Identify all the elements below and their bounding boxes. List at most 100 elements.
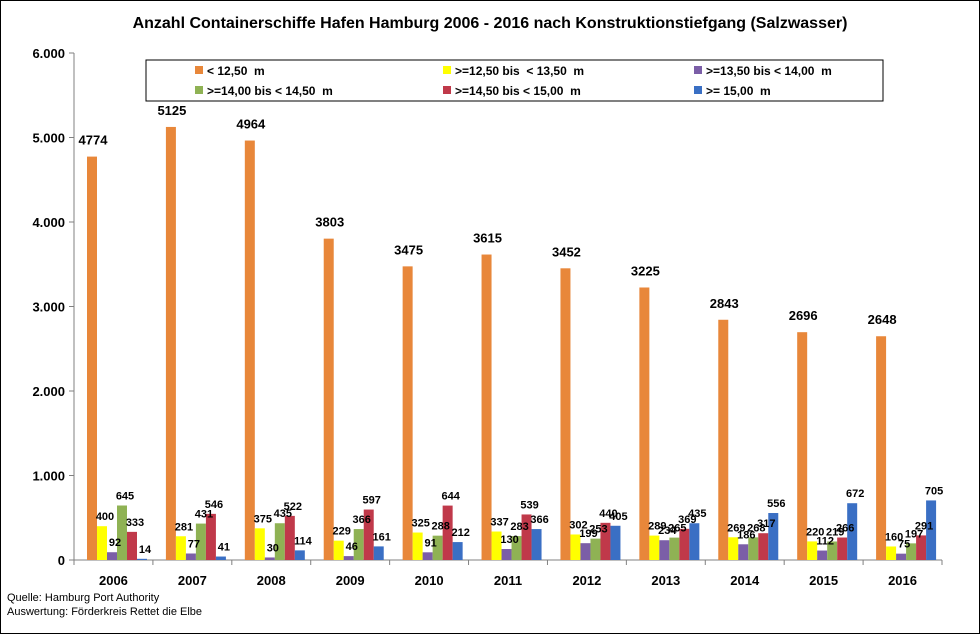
data-label: 539 [520,499,538,511]
data-label: 3803 [315,215,344,230]
bar [165,126,176,560]
bars [87,126,937,561]
data-label: 435 [274,508,292,520]
data-label: 302 [569,519,587,531]
bar [333,540,344,560]
data-label: 269 [727,522,745,534]
data-label: 3452 [552,244,581,259]
bar [639,287,650,560]
data-label: 291 [915,520,933,532]
bar [896,553,907,560]
bar [649,535,660,560]
data-label: 46 [346,541,358,553]
data-label: 77 [188,538,200,550]
bar [343,556,354,560]
data-label: 431 [195,509,213,521]
bar [422,552,433,560]
data-label: 672 [846,488,864,500]
legend-swatch [443,66,451,74]
bar [137,558,147,560]
bar [728,537,739,560]
data-label: 556 [767,498,785,510]
bar [481,254,492,560]
y-tick-label: 4.000 [32,215,65,230]
bar [353,529,364,560]
legend-label: >= 15,00 m [706,84,771,98]
bar [768,513,779,560]
data-label: 3225 [631,263,660,278]
x-tick-label: 2009 [336,573,365,588]
data-label: 289 [648,521,666,533]
bar [254,528,265,560]
bar [679,528,690,560]
data-label: 435 [688,508,706,520]
bar [560,268,571,560]
data-label: 288 [431,521,449,533]
bar [847,503,858,560]
legend-box [145,59,884,102]
data-label: 92 [109,537,121,549]
source-note: Quelle: Hamburg Port Authority Auswertun… [7,591,202,619]
bar [363,509,374,560]
data-label: 400 [96,511,114,523]
bar [916,535,927,560]
legend-swatch [195,86,203,94]
x-tick-label: 2012 [572,573,601,588]
data-label: 266 [836,523,854,535]
data-label: 369 [678,514,696,526]
data-label: 3475 [394,242,423,257]
x-tick-label: 2016 [888,573,917,588]
bar [175,536,186,560]
bar [807,541,818,560]
data-label: 281 [175,521,193,533]
data-label: 546 [205,499,223,511]
data-label: 597 [363,495,381,507]
legend-swatch [694,86,702,94]
data-label: 114 [294,535,313,547]
data-label: 2648 [868,312,897,327]
bar [876,336,887,560]
bar [926,500,937,560]
data-label: 645 [116,490,134,502]
legend: < 12,50 m >=12,50 bis < 13,50 m >=13,50 bi… [145,59,884,102]
data-label: 14 [139,544,152,556]
bar [442,505,453,560]
bar [432,535,443,560]
data-label: 219 [826,526,844,538]
bar [323,238,334,561]
data-label: 5125 [157,103,186,118]
data-label: 440 [599,508,617,520]
bar [797,332,808,560]
x-tick-label: 2010 [415,573,444,588]
legend-label: >=14,50 bis < 15,00 m [455,84,581,98]
bar [87,156,97,561]
bar [195,523,206,560]
data-label: 229 [333,526,351,538]
y-tick-label: 1.000 [32,469,65,484]
x-tick-label: 2013 [651,573,680,588]
data-label: 366 [530,514,548,526]
analysis-line: Auswertung: Förderkreis Rettet die Elbe [7,606,203,618]
bar [127,531,137,560]
x-tick-label: 2008 [257,573,286,588]
data-label: 522 [284,501,302,513]
bar [205,513,216,560]
x-tick-label: 2015 [809,573,838,588]
data-label: 41 [218,542,230,554]
data-label: 366 [353,514,371,526]
data-label: 75 [898,539,910,551]
data-label: 130 [500,534,518,546]
data-label: 4774 [79,133,109,148]
data-label: 4964 [236,117,266,132]
data-label: 234 [658,525,677,537]
data-label: 253 [589,524,607,536]
data-label: 375 [254,513,272,525]
bar [837,537,848,560]
bar [689,523,700,560]
bar [531,529,542,560]
bar [521,514,532,560]
data-label: 644 [441,491,460,503]
bar [886,546,897,560]
x-tick-label: 2011 [494,573,522,588]
